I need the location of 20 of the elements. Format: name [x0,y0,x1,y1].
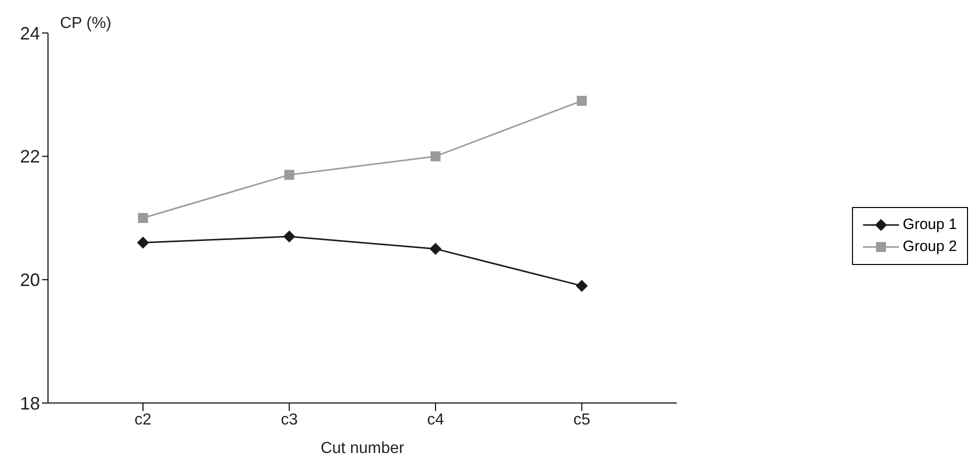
point [576,96,587,106]
y-tick-label: 24 [20,23,40,44]
x-axis-title: Cut number [320,440,405,457]
x-tick-label: c3 [280,411,298,428]
point [576,280,588,292]
x-tick-label: c5 [573,411,590,428]
point [137,236,149,249]
y-tick-label: 20 [20,270,40,290]
x-tick-label: c2 [134,411,152,428]
point [283,230,296,242]
legend-label: Group 2 [902,238,957,255]
point [138,213,148,223]
point [284,170,294,180]
y-tick-label: 18 [20,393,40,414]
point [430,242,442,255]
y-axis-title: CP (%) [60,15,112,32]
y-tick-label: 22 [20,146,40,167]
x-tick-label: c4 [427,411,444,428]
point [430,151,441,162]
legend-label: Group 1 [902,216,957,233]
